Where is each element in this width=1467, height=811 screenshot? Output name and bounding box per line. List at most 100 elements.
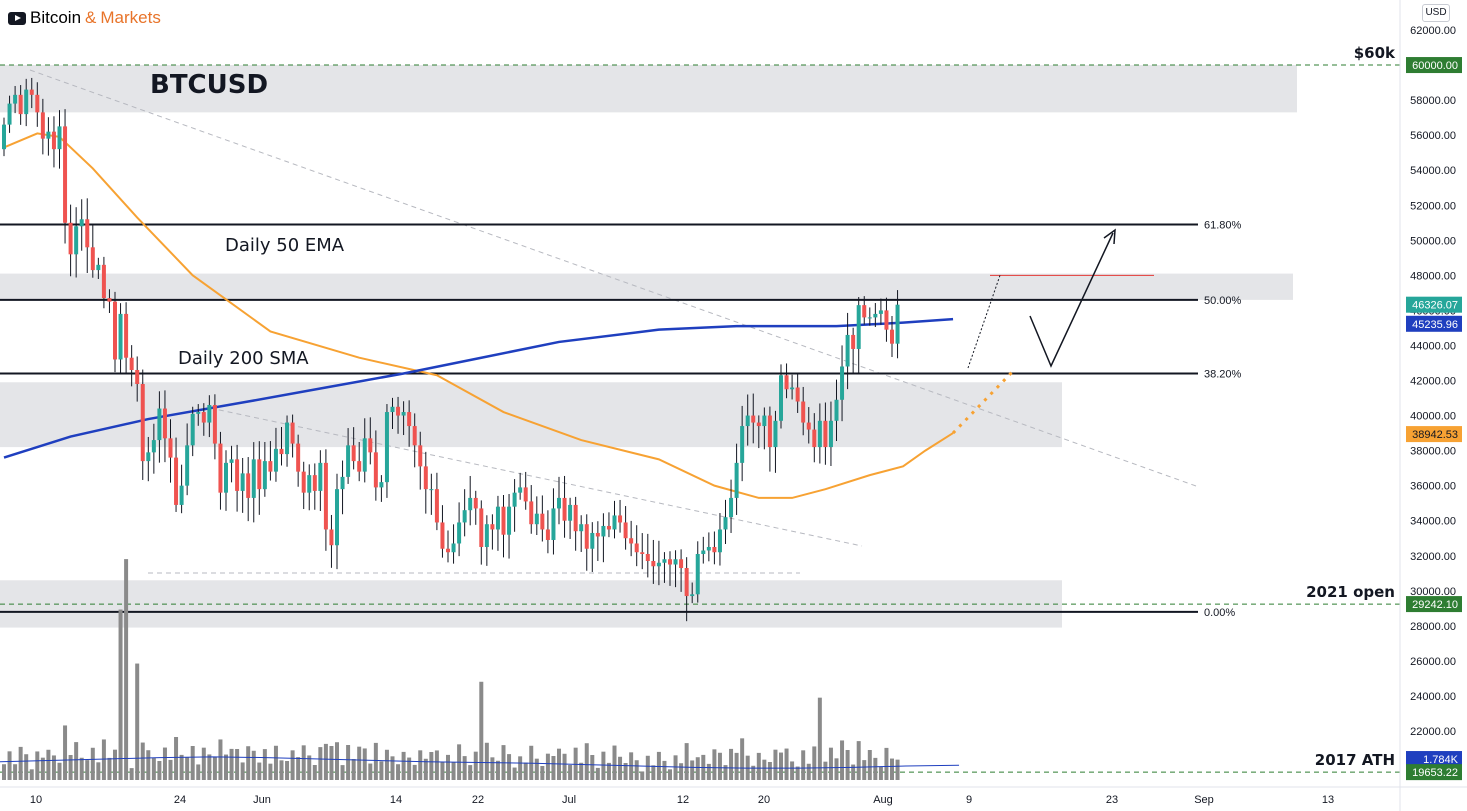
price-zone bbox=[0, 65, 1297, 113]
volume-bar bbox=[301, 745, 306, 780]
volume-bar bbox=[779, 752, 783, 780]
volume-bar bbox=[690, 760, 695, 780]
candle-body bbox=[268, 461, 273, 472]
candle-body bbox=[85, 219, 90, 248]
y-tick-label: 34000.00 bbox=[1410, 516, 1456, 528]
volume-bar bbox=[357, 746, 362, 780]
ema-projection bbox=[951, 368, 1016, 435]
currency-label[interactable]: USD bbox=[1422, 4, 1450, 22]
volume-bar bbox=[873, 757, 878, 780]
x-tick-label: Sep bbox=[1194, 794, 1214, 806]
volume-bar bbox=[185, 757, 190, 780]
candle-body bbox=[878, 310, 883, 314]
volume-bar bbox=[162, 747, 167, 780]
y-tick-label: 44000.00 bbox=[1410, 340, 1456, 352]
chart-title: BTCUSD bbox=[150, 70, 268, 100]
x-tick-label: 23 bbox=[1106, 794, 1118, 806]
candle-body bbox=[651, 561, 656, 567]
volume-bar bbox=[168, 759, 173, 780]
candle-body bbox=[18, 94, 23, 115]
volume-bar bbox=[90, 747, 95, 780]
price-tag-text: 45235.96 bbox=[1412, 319, 1458, 331]
y-tick-label: 24000.00 bbox=[1410, 691, 1456, 703]
candle-body bbox=[140, 384, 145, 462]
candle-body bbox=[51, 131, 56, 150]
y-tick-label: 42000.00 bbox=[1410, 376, 1456, 388]
candle-body bbox=[817, 420, 822, 448]
volume-bar bbox=[862, 760, 867, 780]
level-60k-label: $60k bbox=[1354, 44, 1396, 62]
candle-body bbox=[285, 422, 290, 455]
volume-bar bbox=[695, 757, 700, 780]
candle-body bbox=[690, 594, 695, 597]
volume-bar bbox=[462, 756, 467, 780]
volume-bar bbox=[468, 765, 473, 780]
volume-bar bbox=[668, 769, 672, 780]
x-tick-label: 20 bbox=[758, 794, 770, 806]
candle-body bbox=[790, 387, 795, 390]
y-tick-label: 30000.00 bbox=[1410, 586, 1456, 598]
ema50-line bbox=[3, 132, 954, 499]
volume-bar bbox=[845, 750, 850, 780]
volume-bar bbox=[379, 761, 384, 780]
volume-bar bbox=[545, 753, 550, 780]
volume-bar bbox=[801, 750, 806, 780]
volume-bar bbox=[13, 764, 18, 780]
volume-bar bbox=[740, 738, 745, 780]
price-tag-text: 60000.00 bbox=[1412, 60, 1458, 72]
candle-body bbox=[634, 543, 639, 553]
x-tick-label: 10 bbox=[30, 794, 42, 806]
y-tick-label: 58000.00 bbox=[1410, 95, 1456, 107]
volume-bar bbox=[296, 757, 301, 780]
volume-bar bbox=[157, 761, 162, 780]
candle-body bbox=[845, 334, 850, 367]
volume-bar bbox=[85, 760, 90, 780]
candle-body bbox=[545, 529, 550, 540]
candle-body bbox=[440, 522, 445, 549]
candle-body bbox=[13, 94, 18, 104]
candle-body bbox=[656, 562, 661, 567]
candle-body bbox=[712, 546, 717, 553]
candle-body bbox=[557, 497, 561, 509]
x-tick-label: Jul bbox=[562, 794, 576, 806]
volume-bar bbox=[101, 739, 106, 780]
candle-body bbox=[756, 422, 761, 427]
candle-body bbox=[723, 517, 728, 530]
level-2021-open-label: 2021 open bbox=[1306, 583, 1395, 601]
candle-body bbox=[851, 334, 856, 349]
volume-bar bbox=[335, 742, 339, 780]
play-icon bbox=[8, 11, 26, 25]
volume-bar bbox=[423, 758, 428, 780]
volume-bar bbox=[595, 767, 600, 780]
volume-bar bbox=[512, 767, 517, 780]
volume-bar bbox=[717, 752, 722, 780]
volume-bar bbox=[551, 756, 556, 780]
candle-body bbox=[396, 406, 401, 416]
candle-body bbox=[540, 513, 545, 530]
volume-bar bbox=[890, 758, 894, 780]
volume-bar bbox=[407, 757, 412, 780]
volume-bar bbox=[196, 764, 201, 780]
y-tick-label: 54000.00 bbox=[1410, 165, 1456, 177]
candle-body bbox=[812, 429, 817, 448]
candle-body bbox=[890, 329, 894, 344]
candle-body bbox=[873, 313, 878, 318]
volume-bar bbox=[362, 748, 367, 780]
candle-body bbox=[479, 508, 484, 547]
volume-bar bbox=[806, 763, 811, 780]
volume-bar bbox=[684, 743, 689, 780]
volume-bar bbox=[651, 765, 656, 780]
volume-bar bbox=[96, 762, 101, 780]
candle-body bbox=[190, 413, 195, 446]
candle-body bbox=[618, 515, 623, 523]
volume-bar bbox=[790, 761, 795, 780]
candle-body bbox=[329, 529, 334, 546]
candle-body bbox=[418, 445, 423, 467]
volume-bar bbox=[451, 762, 456, 780]
candle-body bbox=[68, 222, 73, 255]
volume-bar bbox=[495, 760, 500, 780]
volume-bar bbox=[79, 757, 84, 780]
price-tag bbox=[1406, 426, 1462, 443]
arrow-head bbox=[1103, 228, 1116, 245]
